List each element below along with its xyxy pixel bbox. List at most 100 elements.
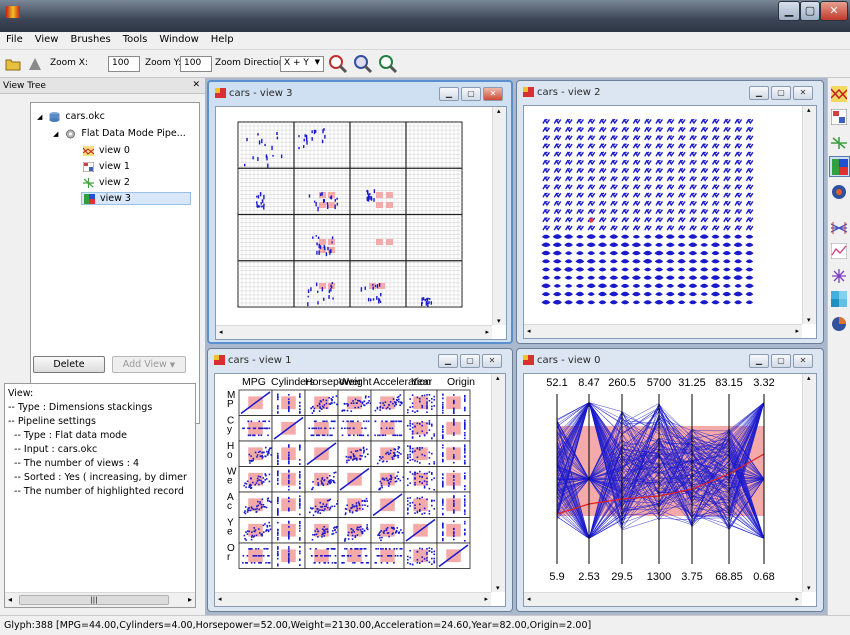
window-view-2[interactable]: cars - view 2 ▁ ▢ ✕ ▴ ▾ ◂ ▸	[516, 80, 824, 344]
glyph-view-icon[interactable]	[831, 135, 847, 151]
tree-item-cars-okc[interactable]: ◢ cars.okc	[37, 111, 105, 122]
zoom-reset-icon[interactable]	[378, 54, 398, 74]
view-3-canvas[interactable]: ▴ ▾ ◂ ▸	[215, 106, 507, 340]
expand-arrow-icon[interactable]: ◢	[37, 113, 43, 121]
scroll-down-icon[interactable]: ▾	[807, 584, 811, 592]
close-button[interactable]: ✕	[793, 86, 813, 100]
vertical-scrollbar[interactable]: ▴ ▾	[802, 106, 816, 324]
highlight-cell	[319, 239, 326, 245]
parallel-lines-icon[interactable]	[831, 220, 847, 236]
minimize-button[interactable]: ▁	[749, 86, 769, 100]
menu-view[interactable]: View	[34, 34, 59, 45]
view-0-canvas[interactable]: 52.1 5.9 8.47 2.53 260.5 29.5 5700 1300 31.25 3.7…	[523, 373, 817, 607]
window-view-3[interactable]: cars - view 3 ▁ ▢ ✕ ▴ ▾ ◂ ▸	[207, 80, 513, 344]
scroll-up-icon[interactable]: ▴	[496, 374, 500, 382]
circle-segment-icon[interactable]	[831, 184, 847, 200]
info-horizontal-scrollbar[interactable]: ◂ ||| ▸	[5, 592, 195, 607]
scroll-right-icon[interactable]: ▸	[187, 595, 192, 604]
scroll-up-icon[interactable]: ▴	[497, 107, 501, 115]
zoom-direction-select[interactable]: X + Y ▼	[280, 56, 324, 72]
star-glyph-icon[interactable]	[831, 268, 847, 284]
scroll-left-icon[interactable]: ◂	[527, 595, 531, 603]
expand-arrow-icon[interactable]: ◢	[53, 130, 59, 138]
horizontal-scrollbar[interactable]: ◂ ▸	[524, 324, 802, 338]
parallel-coordinates-icon[interactable]	[831, 86, 847, 102]
minimize-button[interactable]: ▁	[439, 87, 459, 101]
horizontal-scrollbar[interactable]: ◂ ▸	[524, 592, 802, 606]
view-2-canvas[interactable]: ▴ ▾ ◂ ▸	[523, 105, 817, 339]
scroll-right-icon[interactable]: ▸	[795, 327, 799, 335]
scroll-right-icon[interactable]: ▸	[484, 595, 488, 603]
view-1-canvas[interactable]: MPG Cylinders Horsepower Weight Acceleration…	[214, 373, 506, 607]
glyph-plot[interactable]	[524, 106, 802, 324]
scroll-thumb[interactable]: |||	[19, 595, 169, 605]
highlight-region	[281, 523, 296, 537]
data-point	[442, 446, 444, 449]
minimize-button[interactable]: ▁	[778, 1, 800, 21]
close-icon[interactable]: ✕	[192, 80, 200, 90]
window-view-1[interactable]: cars - view 1 ▁ ▢ ✕ MPG Cylinders Horsepow…	[207, 348, 513, 612]
menu-help[interactable]: Help	[210, 34, 234, 45]
maximize-button[interactable]: ▢	[460, 354, 480, 368]
scroll-left-icon[interactable]: ◂	[219, 328, 223, 336]
data-point	[421, 394, 423, 397]
horizontal-scrollbar[interactable]: ◂ ▸	[216, 325, 492, 339]
tree-item-view-2[interactable]: view 2	[83, 177, 130, 188]
scroll-down-icon[interactable]: ▾	[807, 316, 811, 324]
pie-glyph-icon[interactable]	[831, 316, 847, 332]
glyph-mark	[700, 143, 709, 149]
scroll-up-icon[interactable]: ▴	[807, 374, 811, 382]
horizontal-scrollbar[interactable]: ◂ ▸	[215, 592, 491, 606]
data-point	[277, 514, 279, 516]
close-button[interactable]: ✕	[482, 354, 502, 368]
maximize-button[interactable]: ▢	[461, 87, 481, 101]
data-point	[421, 404, 423, 407]
menu-window[interactable]: Window	[159, 34, 199, 45]
menu-tools[interactable]: Tools	[122, 34, 148, 45]
delete-button[interactable]: Delete	[33, 356, 105, 373]
scroll-left-icon[interactable]: ◂	[527, 327, 531, 335]
scroll-left-icon[interactable]: ◂	[218, 595, 222, 603]
zoom-in-icon[interactable]	[328, 54, 348, 74]
data-point	[299, 480, 301, 483]
minimize-button[interactable]: ▁	[438, 354, 458, 368]
dimension-stacking-button[interactable]	[829, 156, 850, 177]
zoom-y-input[interactable]: 100	[180, 56, 212, 72]
scroll-down-icon[interactable]: ▾	[496, 584, 500, 592]
glyph-mark	[734, 118, 743, 125]
maximize-button[interactable]: ▢	[771, 354, 791, 368]
tree-item-view-1[interactable]: view 1	[83, 161, 130, 172]
vertical-scrollbar[interactable]: ▴ ▾	[802, 374, 816, 592]
menu-file[interactable]: File	[6, 34, 23, 45]
vertical-scrollbar[interactable]: ▴ ▾	[491, 374, 505, 592]
close-button[interactable]: ✕	[793, 354, 813, 368]
pixel-view-icon[interactable]	[831, 291, 847, 307]
scroll-up-icon[interactable]: ▴	[807, 106, 811, 114]
maximize-button[interactable]: ▢	[800, 1, 820, 21]
vertical-scrollbar[interactable]: ▴ ▾	[492, 107, 506, 325]
tree-item-view-3[interactable]: view 3	[81, 192, 191, 205]
maximize-button[interactable]: ▢	[771, 86, 791, 100]
scroll-left-icon[interactable]: ◂	[8, 595, 13, 604]
open-folder-icon[interactable]	[5, 57, 21, 71]
scatterplot-matrix-icon[interactable]	[831, 109, 847, 125]
zoom-x-input[interactable]: 100	[108, 56, 140, 72]
data-point	[361, 530, 364, 533]
scroll-down-icon[interactable]: ▾	[497, 317, 501, 325]
tree-item-pipeline[interactable]: ◢ Flat Data Mode Pipe...	[53, 128, 186, 139]
up-arrow-icon[interactable]	[28, 57, 42, 71]
menu-brushes[interactable]: Brushes	[70, 34, 111, 45]
scroll-right-icon[interactable]: ▸	[485, 328, 489, 336]
line-chart-icon[interactable]	[831, 243, 847, 259]
window-view-0[interactable]: cars - view 0 ▁ ▢ ✕ 52.1 5.9 8.47 2.53 260.5…	[516, 348, 824, 612]
minimize-button[interactable]: ▁	[749, 354, 769, 368]
tree-item-view-0[interactable]: view 0	[83, 145, 130, 156]
dimension-stacking-plot[interactable]	[216, 107, 492, 325]
add-view-button[interactable]: Add View ▼	[112, 356, 186, 373]
zoom-out-icon[interactable]	[353, 54, 373, 74]
close-button[interactable]: ✕	[483, 87, 503, 101]
scroll-right-icon[interactable]: ▸	[795, 595, 799, 603]
parallel-coordinates-plot[interactable]: 52.15.98.472.53260.529.55700130031.253.7…	[524, 374, 802, 592]
close-button[interactable]: ✕	[820, 1, 848, 21]
